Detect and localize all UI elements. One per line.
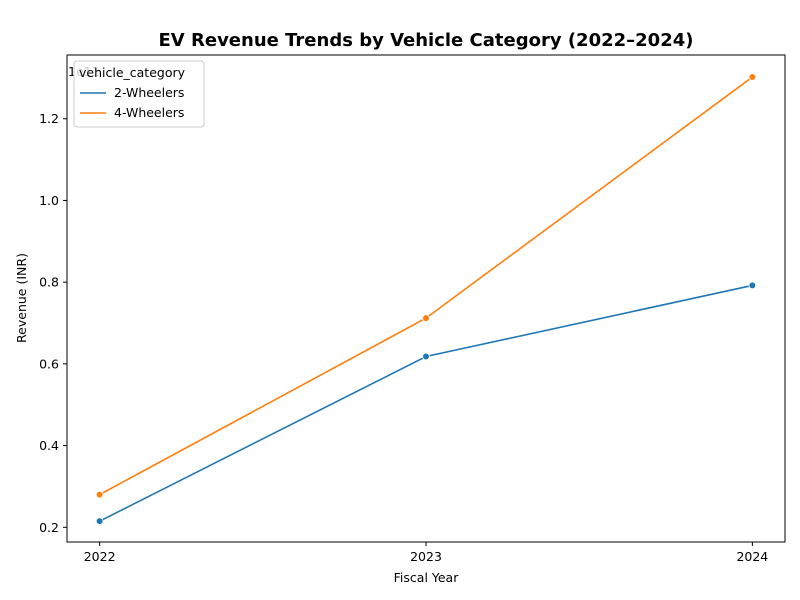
- legend-entry: 4-Wheelers: [114, 105, 184, 120]
- legend-box: [73, 60, 205, 128]
- y-tick-label: 0.6: [39, 356, 59, 371]
- x-axis-label: Fiscal Year: [394, 570, 460, 585]
- y-axis-label: Revenue (INR): [14, 253, 29, 343]
- data-point: [95, 490, 104, 499]
- x-tick-label: 2022: [84, 549, 116, 564]
- data-point: [95, 517, 104, 525]
- y-tick-label: 1.0: [39, 193, 59, 208]
- x-tick-label: 2024: [736, 549, 768, 564]
- plot-frame: [66, 54, 786, 543]
- series-line-1: [99, 76, 753, 496]
- data-point: [748, 281, 757, 290]
- y-axis: 0.2 0.4 0.6 0.8 1.0 1.2: [39, 111, 67, 535]
- data-point: [422, 352, 430, 361]
- y-tick-label: 0.2: [39, 520, 59, 535]
- data-point: [748, 73, 757, 81]
- data-point: [422, 314, 430, 322]
- plot-series-layer: [95, 73, 757, 525]
- legend-title: vehicle_category: [79, 65, 186, 80]
- legend-items: 2-Wheelers 4-Wheelers: [80, 85, 184, 120]
- y-tick-label: 1.2: [39, 111, 59, 126]
- legend: vehicle_category 2-Wheelers 4-Wheelers: [73, 60, 205, 128]
- legend-entry: 2-Wheelers: [114, 85, 184, 100]
- x-tick-label: 2023: [410, 549, 442, 564]
- x-axis: 2022 2023 2024: [84, 542, 768, 564]
- chart-title: EV Revenue Trends by Vehicle Category (2…: [159, 30, 694, 51]
- y-tick-label: 0.4: [39, 438, 59, 453]
- y-tick-label: 0.8: [39, 275, 59, 290]
